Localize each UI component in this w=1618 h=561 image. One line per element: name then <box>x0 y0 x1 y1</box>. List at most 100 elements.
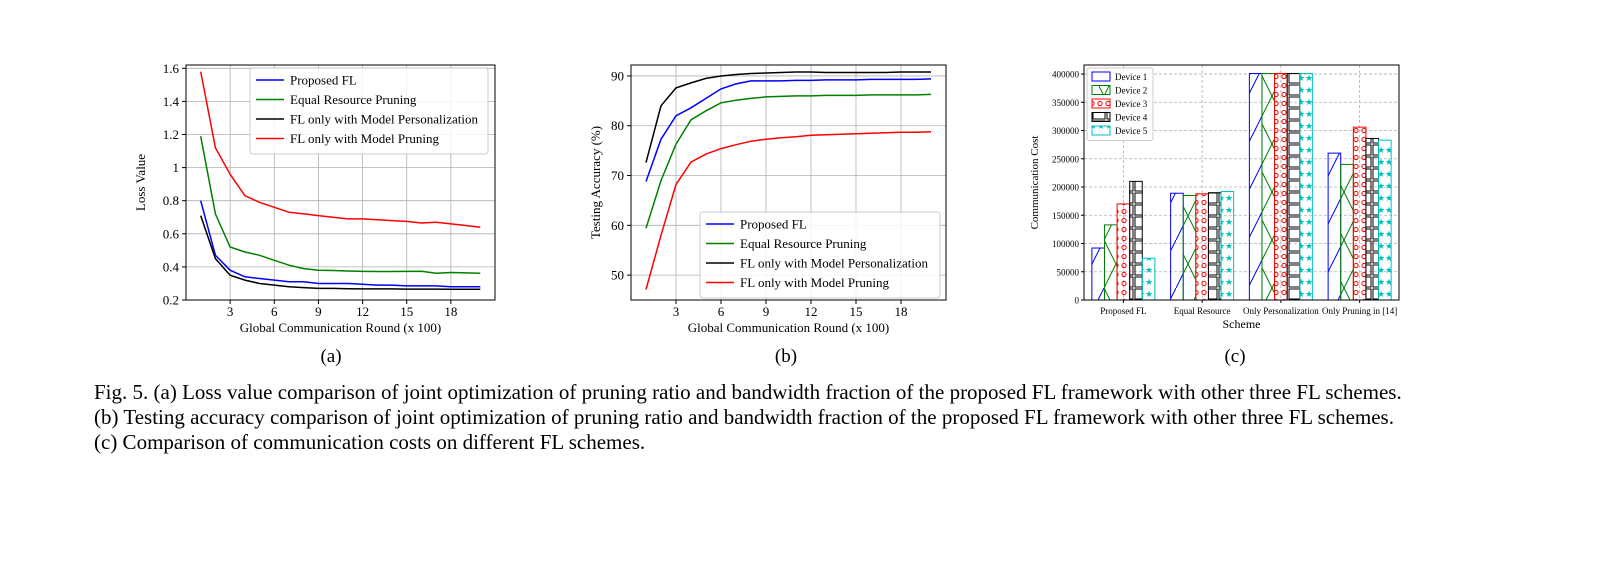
plot-frame <box>630 64 947 301</box>
legend-box <box>699 211 941 299</box>
x-axis-label: Global Communication Round (x 100) <box>688 320 889 335</box>
bar-device-5 <box>1141 257 1156 301</box>
caption-line: Fig. 5. (a) Loss value comparison of joi… <box>94 380 1402 404</box>
series-line-2 <box>645 93 932 229</box>
x-axis-label: Scheme <box>1223 317 1261 331</box>
series-layer <box>199 71 481 290</box>
y-tick-label: 0.6 <box>163 226 180 241</box>
bar-device-5 <box>1378 139 1392 301</box>
x-axis-ticks: Proposed FL Equal Resource Only Personaliz… <box>1100 300 1397 316</box>
y-tick-label: 0 <box>1075 296 1080 306</box>
bar-device-3 <box>1195 193 1209 301</box>
legend: Proposed FL Equal Resource Pruning FL only… <box>699 211 941 299</box>
x-tick-label: 15 <box>850 304 863 319</box>
series-line-1 <box>645 78 932 182</box>
x-tick-label: 12 <box>356 304 369 319</box>
legend-swatch <box>1091 98 1111 109</box>
x-tick-label: 9 <box>763 304 770 319</box>
x-tick-label: Proposed FL <box>1100 306 1146 316</box>
x-tick-label: 6 <box>271 304 278 319</box>
caption-line: (b) Testing accuracy comparison of joint… <box>94 405 1394 429</box>
plot-frame <box>185 64 496 301</box>
bar-device-2 <box>1340 163 1354 301</box>
bar-device-5 <box>1220 191 1235 301</box>
legend-label: Equal Resource Pruning <box>290 92 417 107</box>
panel-c-communication-cost-chart: Proposed FL Equal Resource Only Personaliz… <box>1029 64 1400 331</box>
legend: Device 1 Device 2 Device 3 Device 4 Device 5 <box>1086 67 1154 141</box>
bar-device-3 <box>1116 203 1131 301</box>
legend-label: Device 1 <box>1115 72 1147 82</box>
x-tick-label: Only Personalization <box>1243 306 1319 316</box>
y-tick-label: 400000 <box>1052 70 1080 80</box>
series-line-2 <box>199 136 481 274</box>
x-tick-label: 15 <box>400 304 413 319</box>
panel-a-loss-chart: 3 6 9 12 15 18 0.2 0.4 0.6 0.8 1 1.2 1.4 1.6 Global … <box>133 61 496 335</box>
legend-label: Device 3 <box>1115 99 1148 109</box>
series-layer <box>645 71 932 290</box>
series-line-3 <box>199 215 481 290</box>
y-tick-label: 50000 <box>1057 267 1080 277</box>
legend-label: Equal Resource Pruning <box>740 236 867 251</box>
y-tick-label: 0.4 <box>163 259 180 274</box>
x-tick-label: Only Pruning in [14] <box>1322 306 1397 316</box>
legend-label: Device 2 <box>1115 86 1147 96</box>
legend-label: FL only with Model Personalization <box>290 112 478 127</box>
y-tick-label: 0.2 <box>163 293 179 308</box>
y-axis-label: Testing Accuracy (%) <box>588 126 603 239</box>
bar-device-2 <box>1103 224 1118 301</box>
legend-label: Proposed FL <box>290 73 357 88</box>
bar-device-4 <box>1286 72 1301 301</box>
y-tick-label: 250000 <box>1052 154 1080 164</box>
y-tick-label: 70 <box>611 168 624 183</box>
x-tick-label: Equal Resource <box>1174 306 1231 316</box>
y-axis-ticks: 50 60 70 80 90 <box>611 68 631 283</box>
y-axis-ticks: 0.2 0.4 0.6 0.8 1 1.2 1.4 1.6 <box>163 61 186 308</box>
x-tick-label: 3 <box>227 304 234 319</box>
y-tick-label: 200000 <box>1052 183 1080 193</box>
series-line-1 <box>199 200 481 288</box>
subcaption-b: (b) <box>775 346 797 367</box>
y-tick-label: 90 <box>611 68 624 83</box>
y-tick-label: 0.8 <box>163 193 179 208</box>
bar-device-4 <box>1207 192 1222 301</box>
y-tick-label: 50 <box>611 268 624 283</box>
plot-frame <box>1083 64 1400 301</box>
bar-device-1 <box>1248 72 1263 301</box>
bar-device-3 <box>1352 126 1367 301</box>
y-axis-ticks: 0 50000 100000 150000 200000 250000 300000 3500… <box>1052 70 1084 306</box>
y-tick-label: 1 <box>173 160 180 175</box>
series-line-4 <box>645 130 932 290</box>
panel-b-accuracy-chart: 3 6 9 12 15 18 50 60 70 80 90 Global Communicatio… <box>588 64 947 335</box>
legend-swatch <box>1091 71 1111 82</box>
legend-label: FL only with Model Personalization <box>740 256 928 271</box>
x-tick-label: 9 <box>315 304 322 319</box>
x-tick-label: 6 <box>718 304 725 319</box>
bar-device-4 <box>1365 137 1380 301</box>
x-axis-label: Global Communication Round (x 100) <box>240 320 441 335</box>
y-tick-label: 300000 <box>1052 126 1080 136</box>
y-tick-label: 350000 <box>1052 98 1080 108</box>
x-tick-label: 18 <box>895 304 908 319</box>
y-tick-label: 60 <box>611 218 624 233</box>
y-tick-label: 150000 <box>1052 211 1080 221</box>
y-tick-label: 1.2 <box>163 127 179 142</box>
bar-device-2 <box>1182 194 1197 301</box>
legend-label: Proposed FL <box>740 217 807 232</box>
legend-label: FL only with Model Pruning <box>740 275 890 290</box>
y-tick-label: 100000 <box>1052 239 1080 249</box>
series-line-3 <box>645 71 931 163</box>
caption-line: (c) Comparison of communication costs on… <box>94 430 646 454</box>
subcaption-c: (c) <box>1224 346 1245 367</box>
bar-device-1 <box>1327 152 1342 301</box>
y-tick-label: 1.4 <box>163 94 180 109</box>
x-tick-label: 3 <box>673 304 680 319</box>
bar-device-1 <box>1091 247 1105 301</box>
legend-label: FL only with Model Pruning <box>290 131 440 146</box>
x-axis-ticks: 3 6 9 12 15 18 <box>673 300 908 319</box>
bar-device-3 <box>1274 72 1288 301</box>
legend-swatch <box>1091 125 1111 136</box>
series-line-4 <box>199 71 481 228</box>
bar-device-2 <box>1261 72 1276 301</box>
bar-device-1 <box>1170 192 1184 301</box>
legend-box <box>249 67 489 155</box>
